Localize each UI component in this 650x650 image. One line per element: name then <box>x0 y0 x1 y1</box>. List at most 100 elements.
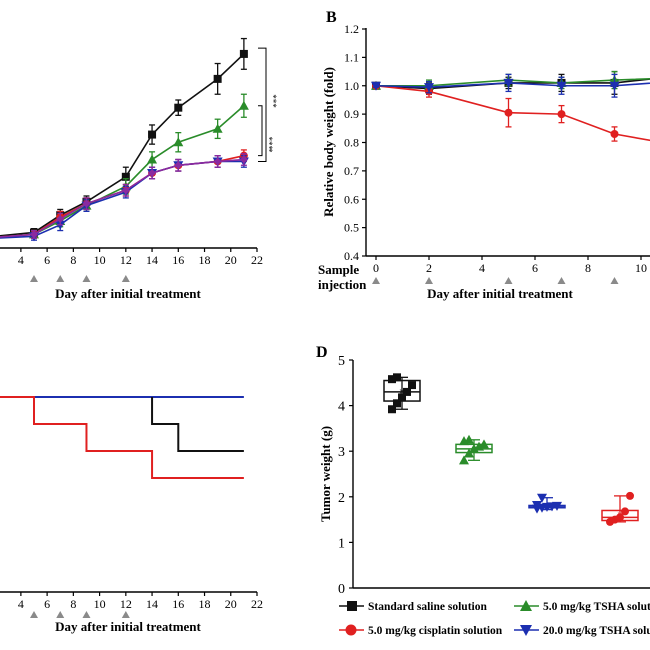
data-point <box>148 168 157 177</box>
legend-label: Standard saline solution <box>368 601 487 613</box>
x-tick-label: 8 <box>70 253 76 267</box>
data-point <box>174 161 183 170</box>
data-point <box>56 215 65 224</box>
series-standard-saline-solution <box>0 37 248 237</box>
injection-arrow-icon <box>610 277 619 284</box>
panel-b-annotation-injection: injection <box>318 277 367 292</box>
panel-d: D 0 1 2 3 4 5 × × × × Tumor weight (g) <box>316 344 650 597</box>
panel-b: B 0.40.50.60.70.80.91.01.11.2 0246810121… <box>318 9 650 301</box>
y-tick-label: 0.6 <box>344 192 359 206</box>
panel-a-injection-arrows <box>30 275 130 282</box>
panel-b-injection-arrows <box>372 277 619 284</box>
x-tick-label: 8 <box>585 261 591 275</box>
legend-item-tsha-5: 5.0 mg/kg TSHA solution <box>514 600 650 613</box>
box-point <box>532 501 542 511</box>
series-line <box>376 78 650 87</box>
significance-label: *** <box>264 136 274 150</box>
series-line <box>0 154 245 238</box>
injection-arrow-icon <box>121 611 130 618</box>
data-point <box>504 108 513 117</box>
panel-b-y-title: Relative body weight (fold) <box>321 67 336 217</box>
x-tick-label: 6 <box>44 253 50 267</box>
legend-label: 20.0 mg/kg TSHA solution <box>543 625 650 637</box>
x-tick-label: 22 <box>251 253 263 267</box>
y-tick-label: 1.0 <box>344 79 359 93</box>
legend-item-tsha-20: 20.0 mg/kg TSHA solution <box>514 625 650 637</box>
box-point <box>474 441 484 451</box>
x-tick-label: 12 <box>120 597 132 611</box>
x-tick-label: 10 <box>94 253 106 267</box>
panel-c-injection-arrows <box>30 611 130 618</box>
box-group: × <box>455 434 493 465</box>
box-point <box>464 434 474 444</box>
panel-a-significance: ******* <box>258 47 278 162</box>
legend: Standard saline solution 5.0 mg/kg TSHA … <box>339 600 650 637</box>
data-point <box>82 199 91 208</box>
box-point <box>469 443 479 453</box>
injection-arrow-icon <box>425 277 433 284</box>
box-group: × <box>601 491 639 526</box>
legend-label: 5.0 mg/kg TSHA solution <box>543 601 650 613</box>
box-mean-marker: × <box>399 386 405 398</box>
panel-d-y-ticks: 0 1 2 3 4 5 <box>338 354 353 597</box>
data-point <box>173 137 184 147</box>
x-tick-label: 16 <box>172 253 184 267</box>
box-point <box>616 513 624 522</box>
legend-item-cisplatin: 5.0 mg/kg cisplatin solution <box>339 624 503 637</box>
panel-d-letter: D <box>316 344 328 361</box>
x-tick-label: 4 <box>18 253 24 267</box>
x-tick-label: 4 <box>18 597 24 611</box>
data-point <box>213 157 222 166</box>
x-tick-label: 2 <box>426 261 432 275</box>
triangle-down-marker-icon <box>520 625 532 636</box>
injection-arrow-icon <box>504 277 513 284</box>
x-tick-label: 14 <box>146 253 158 267</box>
panel-d-y-title: Tumor weight (g) <box>318 426 333 522</box>
x-tick-label: 10 <box>635 261 647 275</box>
panel-c: 4 6 8 10 12 14 16 18 20 22 Day after initial trea… <box>0 396 263 634</box>
y-tick-label: 5 <box>338 354 345 369</box>
series-extra <box>0 153 248 239</box>
survival-step-line <box>151 397 244 452</box>
y-tick-label: 0.8 <box>344 136 359 150</box>
data-point <box>238 100 249 110</box>
injection-arrow-icon <box>30 275 38 282</box>
triangle-up-marker-icon <box>520 600 532 611</box>
circle-marker-icon <box>345 624 357 636</box>
panel-b-letter: B <box>326 9 337 26</box>
data-point <box>239 49 248 58</box>
box-point <box>464 448 474 458</box>
survival-step-line <box>0 396 244 479</box>
panel-b-x-title: Day after initial treatment <box>427 286 573 301</box>
y-tick-label: 0.9 <box>344 107 359 121</box>
panel-a-x-title: Day after initial treatment <box>55 286 201 301</box>
panel-d-boxes: × × × × <box>383 373 639 526</box>
series-line <box>0 53 245 237</box>
box-point <box>537 493 547 503</box>
x-tick-label: 12 <box>120 253 132 267</box>
y-tick-label: 3 <box>338 445 345 460</box>
panel-c-x-ticks: 4 6 8 10 12 14 16 18 20 22 <box>18 592 263 611</box>
x-tick-label: 22 <box>251 597 263 611</box>
legend-label: 5.0 mg/kg cisplatin solution <box>368 625 503 637</box>
y-tick-label: 0.7 <box>344 164 359 178</box>
x-tick-label: 6 <box>532 261 538 275</box>
series-line <box>375 82 650 88</box>
box-point <box>393 399 401 408</box>
box-point <box>479 439 489 449</box>
series-5-0-mg-kg-cisplatin-solution <box>372 81 650 142</box>
panel-a: 4 6 8 10 12 14 16 18 20 22 ******* Day after init… <box>0 37 278 301</box>
y-tick-label: 0 <box>338 582 345 597</box>
bracket-line <box>258 105 263 157</box>
x-tick-label: 8 <box>70 597 76 611</box>
data-point <box>609 81 620 91</box>
data-point <box>424 83 434 93</box>
series-5-0-mg-kg-tsha-solution <box>0 93 249 239</box>
box-group: × <box>528 493 566 514</box>
box-point <box>459 455 469 465</box>
series-standard-saline-solution <box>372 70 650 95</box>
data-point <box>503 78 514 88</box>
data-point <box>371 81 381 91</box>
y-tick-label: 0.4 <box>344 249 359 263</box>
